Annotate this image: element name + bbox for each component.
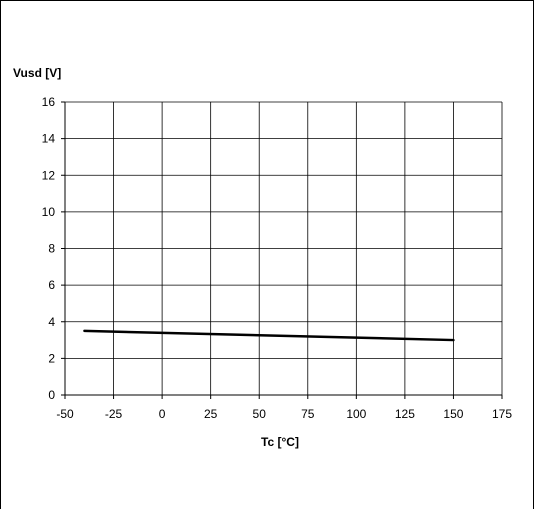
x-tick-label: 75 <box>301 407 315 421</box>
x-tick-label: 100 <box>346 407 366 421</box>
y-tick-label: 10 <box>42 205 56 219</box>
y-tick-labels: 0 2 4 6 8 10 12 14 16 <box>42 95 56 402</box>
y-tick-label: 0 <box>48 388 55 402</box>
x-axis-label: Tc [°C] <box>261 435 299 449</box>
x-tick-label: 125 <box>395 407 415 421</box>
y-tick-label: 16 <box>42 95 56 109</box>
series-line <box>83 329 455 342</box>
x-tick-label: 150 <box>443 407 463 421</box>
y-tick-label: 8 <box>48 242 55 256</box>
x-tick-label: 25 <box>204 407 218 421</box>
data-series <box>83 329 455 342</box>
y-tick-label: 12 <box>42 168 56 182</box>
x-tick-label: -50 <box>56 407 74 421</box>
x-tick-labels: -50 -25 0 25 50 75 100 125 150 175 <box>56 407 512 421</box>
y-tick-label: 14 <box>42 132 56 146</box>
x-tick-label: 175 <box>492 407 512 421</box>
axes <box>61 101 503 399</box>
y-tick-label: 4 <box>48 315 55 329</box>
x-tick-label: -25 <box>105 407 123 421</box>
grid-lines <box>65 101 503 395</box>
y-axis-label: Vusd [V] <box>13 66 62 80</box>
x-tick-label: 0 <box>159 407 166 421</box>
x-tick-label: 50 <box>253 407 267 421</box>
y-tick-label: 2 <box>48 351 55 365</box>
y-tick-label: 6 <box>48 278 55 292</box>
